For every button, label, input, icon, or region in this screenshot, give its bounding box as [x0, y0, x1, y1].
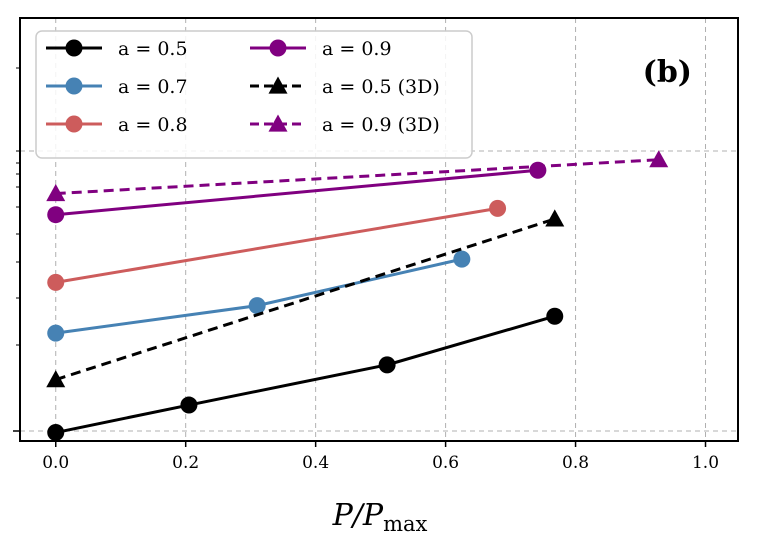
- data-point: [248, 297, 266, 315]
- series-a-0-5-3d-: [46, 209, 565, 388]
- x-axis-title-main: P/P: [332, 498, 384, 533]
- data-point: [453, 250, 471, 268]
- legend-entry: a = 0.8: [46, 114, 188, 136]
- series-a-0-8: [47, 199, 507, 291]
- x-tick-label: 0.0: [42, 453, 69, 473]
- data-point: [649, 150, 669, 168]
- series-a-0-5: [47, 307, 564, 442]
- data-point: [546, 307, 564, 325]
- legend-box: [35, 30, 473, 159]
- series-a-0-9-3d-: [46, 150, 669, 202]
- series-a-0-7: [47, 250, 471, 342]
- legend-marker: [268, 114, 288, 132]
- data-point: [378, 356, 396, 374]
- axis-ticks: 0.0 0.2 0.4 0.6 0.8 1.0: [13, 67, 719, 473]
- legend-entry: a = 0.7: [46, 76, 188, 98]
- data-point: [46, 370, 66, 388]
- x-tick-label: 0.2: [172, 453, 199, 473]
- data-point: [180, 396, 198, 414]
- x-tick-label: 0.8: [562, 453, 589, 473]
- legend-entry: a = 0.5 (3D): [250, 76, 440, 98]
- series-line: [55, 314, 556, 435]
- data-point: [46, 184, 66, 202]
- series-line: [55, 257, 463, 335]
- legend-entry: a = 0.9: [250, 38, 392, 60]
- legend-label: a = 0.7: [118, 76, 188, 98]
- legend-marker: [65, 115, 83, 133]
- data-point: [489, 199, 507, 217]
- series-line: [55, 168, 539, 217]
- legend-marker: [65, 39, 83, 57]
- legend-entry: a = 0.5: [46, 38, 188, 60]
- x-axis-title-subscript: max: [383, 512, 427, 536]
- legend-label: a = 0.8: [118, 114, 188, 136]
- series-layer: [46, 150, 669, 442]
- x-axis-title: P/Pmax: [332, 498, 428, 536]
- data-point: [47, 206, 65, 224]
- legend-marker: [65, 77, 83, 95]
- series-line: [55, 158, 659, 196]
- series-line: [55, 217, 556, 382]
- legend-label: a = 0.9: [322, 38, 392, 60]
- legend-entry: a = 0.9 (3D): [250, 114, 440, 136]
- x-tick-label: 0.6: [432, 453, 459, 473]
- data-point: [47, 424, 65, 442]
- x-tick-label: 1.0: [692, 453, 719, 473]
- data-point: [47, 273, 65, 291]
- data-point: [545, 209, 565, 227]
- legend-marker: [268, 76, 288, 94]
- legend-label: a = 0.9 (3D): [322, 114, 440, 136]
- series-line: [55, 206, 498, 284]
- legend: a = 0.5 a = 0.7 a = 0.8 a = 0.9 a = 0.5 (3D)…: [35, 30, 473, 159]
- legend-marker: [269, 39, 287, 57]
- legend-label: a = 0.5 (3D): [322, 76, 440, 98]
- x-tick-label: 0.4: [302, 453, 329, 473]
- plot-area-frame: [19, 17, 739, 442]
- legend-label: a = 0.5: [118, 38, 188, 60]
- panel-label: (b): [643, 55, 692, 90]
- data-point: [529, 161, 547, 179]
- data-point: [47, 324, 65, 342]
